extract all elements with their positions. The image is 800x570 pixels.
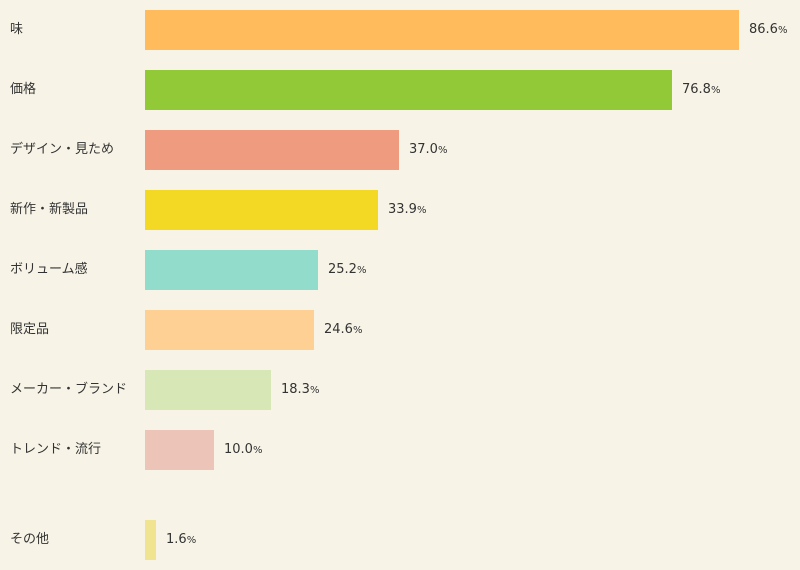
bar xyxy=(145,370,271,410)
category-label: 限定品 xyxy=(10,322,50,337)
bar-row: トレンド・流行 10.0% xyxy=(0,430,800,470)
value-number: 76.8 xyxy=(682,82,711,97)
value-label: 10.0% xyxy=(224,430,262,470)
bar-row: メーカー・ブランド 18.3% xyxy=(0,370,800,410)
value-label: 18.3% xyxy=(281,370,319,410)
bar xyxy=(145,250,318,290)
value-label: 76.8% xyxy=(682,70,720,110)
value-number: 37.0 xyxy=(409,142,438,157)
value-label: 33.9% xyxy=(388,190,426,230)
value-unit: % xyxy=(352,325,363,336)
bar-row: その他 1.6% xyxy=(0,520,800,560)
value-label: 24.6% xyxy=(324,310,362,350)
bar xyxy=(145,520,156,560)
bar xyxy=(145,10,739,50)
bar-row: 味 86.6% xyxy=(0,10,800,50)
value-number: 86.6 xyxy=(749,22,778,37)
value-unit: % xyxy=(416,205,427,216)
value-unit: % xyxy=(252,445,263,456)
bar-row: 新作・新製品 33.9% xyxy=(0,190,800,230)
value-number: 1.6 xyxy=(166,532,187,547)
category-label: トレンド・流行 xyxy=(10,442,102,457)
bar-row: ボリューム感 25.2% xyxy=(0,250,800,290)
value-number: 24.6 xyxy=(324,322,353,337)
bar xyxy=(145,70,672,110)
value-label: 86.6% xyxy=(749,10,787,50)
value-unit: % xyxy=(437,145,448,156)
category-label: デザイン・見ため xyxy=(10,142,115,157)
bar-row: デザイン・見ため 37.0% xyxy=(0,130,800,170)
category-label: ボリューム感 xyxy=(10,262,88,277)
category-label: その他 xyxy=(10,532,50,547)
bar xyxy=(145,190,378,230)
value-unit: % xyxy=(710,85,721,96)
category-label: 価格 xyxy=(10,82,37,97)
value-number: 25.2 xyxy=(328,262,357,277)
value-number: 10.0 xyxy=(224,442,253,457)
value-unit: % xyxy=(777,25,788,36)
bar xyxy=(145,130,399,170)
value-number: 18.3 xyxy=(281,382,310,397)
value-label: 25.2% xyxy=(328,250,366,290)
value-label: 37.0% xyxy=(409,130,447,170)
value-unit: % xyxy=(186,535,197,546)
value-number: 33.9 xyxy=(388,202,417,217)
value-label: 1.6% xyxy=(166,520,196,560)
bar xyxy=(145,430,214,470)
category-label: メーカー・ブランド xyxy=(10,382,128,397)
bar-row: 限定品 24.6% xyxy=(0,310,800,350)
bar xyxy=(145,310,314,350)
value-unit: % xyxy=(356,265,367,276)
category-label: 新作・新製品 xyxy=(10,202,89,217)
value-unit: % xyxy=(309,385,320,396)
bar-row: 価格 76.8% xyxy=(0,70,800,110)
category-label: 味 xyxy=(10,22,24,37)
